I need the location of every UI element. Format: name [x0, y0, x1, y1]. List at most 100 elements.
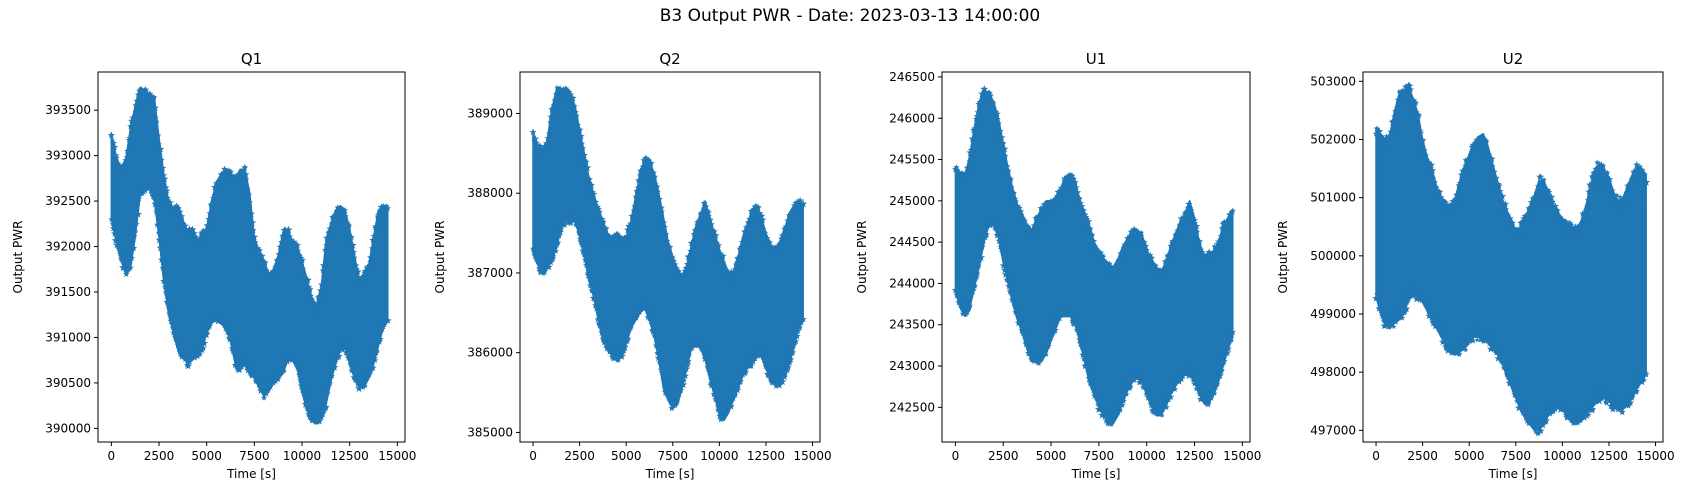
data-point: [262, 389, 270, 397]
x-tick-label: 5000: [1454, 449, 1485, 463]
data-point: [1520, 220, 1526, 226]
data-point: [1590, 406, 1596, 412]
data-point: [1076, 339, 1085, 347]
data-point: [282, 355, 291, 364]
data-point: [961, 308, 969, 316]
data-point: [1605, 182, 1613, 190]
data-point: [1102, 411, 1108, 417]
data-point: [607, 345, 616, 354]
data-point: [1518, 404, 1524, 410]
data-point: [224, 171, 231, 177]
data-point: [637, 167, 644, 174]
y-tick-label: 246500: [889, 70, 935, 84]
data-point: [763, 363, 771, 371]
data-point: [1038, 353, 1044, 359]
data-point: [1380, 318, 1386, 323]
data-point: [700, 199, 708, 207]
data-point: [305, 283, 313, 291]
data-point: [1154, 269, 1162, 278]
data-point: [1190, 377, 1196, 384]
data-point: [783, 361, 790, 368]
data-point: [659, 218, 668, 227]
x-tick-label: 12500: [1175, 449, 1213, 463]
data-point: [1030, 357, 1039, 365]
data-point: [1205, 396, 1213, 403]
data-point: [1495, 182, 1503, 189]
data-point: [1187, 367, 1193, 373]
data-point: [1498, 192, 1507, 200]
data-point: [1053, 317, 1061, 324]
data-point: [1442, 343, 1450, 351]
data-point: [998, 139, 1007, 147]
data-point: [1594, 159, 1601, 165]
y-tick-label: 242500: [889, 400, 935, 414]
data-point: [117, 251, 123, 257]
data-point: [980, 239, 987, 246]
data-point: [1218, 225, 1226, 232]
data-point: [1602, 170, 1609, 176]
data-point: [642, 155, 651, 163]
data-point: [1495, 349, 1503, 356]
x-tick-label: 7500: [1084, 449, 1115, 463]
data-point: [1452, 196, 1459, 203]
data-point: [1533, 420, 1541, 428]
data-point: [108, 216, 115, 222]
data-point: [772, 244, 780, 251]
data-point: [1534, 182, 1543, 190]
data-point: [1177, 214, 1186, 222]
data-point: [123, 154, 129, 160]
data-point: [264, 267, 270, 273]
data-point: [217, 313, 225, 321]
data-point: [191, 229, 198, 236]
data-point: [995, 116, 1001, 122]
data-point: [780, 225, 788, 232]
data-point: [711, 390, 718, 398]
data-point: [679, 273, 686, 279]
data-point: [727, 402, 735, 410]
data-point: [1115, 256, 1123, 264]
data-point: [199, 229, 206, 236]
data-point: [1192, 220, 1199, 226]
data-point: [1627, 399, 1634, 406]
data-point: [668, 400, 674, 406]
data-point: [1079, 351, 1087, 359]
data-point: [652, 342, 660, 349]
data-point: [1081, 211, 1089, 219]
data-point: [1478, 332, 1485, 339]
data-point: [988, 221, 995, 228]
data-point: [705, 364, 712, 371]
data-point: [1509, 380, 1516, 387]
data-point: [1529, 417, 1536, 423]
data-point: [602, 225, 610, 232]
y-tick-label: 386000: [467, 346, 513, 360]
data-point: [1120, 397, 1127, 404]
data-point: [1430, 317, 1438, 325]
data-point: [780, 231, 787, 237]
data-point: [181, 222, 189, 230]
axes-frame: [1362, 71, 1664, 443]
data-point: [319, 267, 326, 274]
data-point: [113, 241, 121, 249]
data-point: [1618, 408, 1626, 416]
data-point: [1436, 193, 1445, 201]
data-point: [538, 145, 545, 152]
x-tick-label: 15000: [1636, 449, 1674, 463]
data-point: [1398, 314, 1406, 321]
data-point: [153, 221, 161, 228]
data-points: [107, 85, 392, 425]
data-point: [1171, 386, 1179, 392]
data-point: [612, 233, 619, 239]
data-point: [273, 256, 281, 264]
data-point: [294, 364, 300, 370]
data-point: [1117, 250, 1124, 257]
data-point: [775, 381, 784, 389]
data-point: [301, 400, 310, 408]
data-point: [338, 346, 346, 353]
data-point: [533, 141, 541, 148]
data-point: [663, 231, 670, 237]
x-tick-label: 0: [952, 449, 960, 463]
data-point: [350, 374, 357, 381]
data-point: [1633, 387, 1640, 394]
data-point: [188, 225, 197, 234]
data-point: [109, 221, 116, 227]
